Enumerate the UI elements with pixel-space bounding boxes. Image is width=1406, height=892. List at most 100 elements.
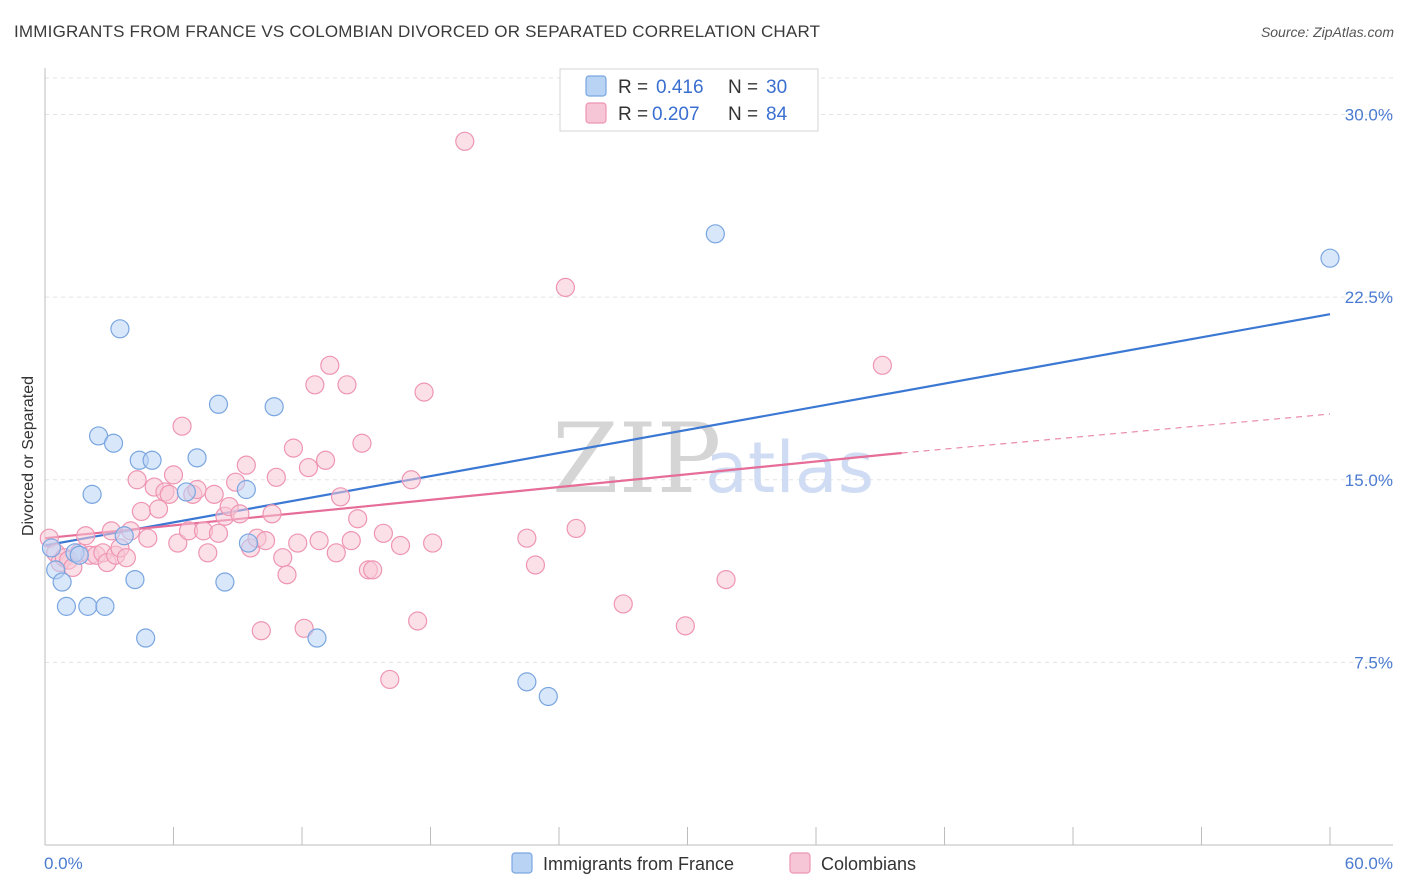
points-layer bbox=[39, 131, 1340, 707]
colombian-point bbox=[320, 355, 340, 375]
y-tick-label: 7.5% bbox=[1354, 653, 1393, 672]
france-point bbox=[78, 596, 98, 616]
colombian-point bbox=[148, 499, 169, 519]
colombian-point bbox=[330, 487, 351, 507]
colombian-point bbox=[716, 569, 736, 590]
france-point bbox=[103, 433, 124, 453]
france-point bbox=[52, 572, 72, 592]
colombian-point bbox=[517, 528, 537, 548]
france-point bbox=[114, 526, 134, 546]
colombian-point bbox=[251, 621, 271, 641]
stats-r-label-france: R = bbox=[618, 77, 648, 98]
france-point bbox=[705, 224, 725, 244]
colombian-point bbox=[127, 470, 147, 490]
france-point bbox=[264, 397, 284, 417]
colombian-point bbox=[168, 533, 188, 553]
france-point bbox=[110, 319, 130, 339]
colombian-point bbox=[525, 555, 546, 575]
stats-n-value-france: 30 bbox=[766, 77, 787, 98]
colombian-point bbox=[172, 416, 192, 436]
colombian-point bbox=[163, 465, 184, 485]
colombian-point bbox=[555, 277, 576, 298]
stats-swatch-france bbox=[585, 75, 607, 97]
colombian-point bbox=[414, 382, 434, 402]
stats-n-value-colombians: 84 bbox=[766, 104, 788, 125]
y-tick-label: 22.5% bbox=[1345, 288, 1393, 307]
bottom-legend: Immigrants from France Colombians bbox=[511, 852, 916, 874]
france-point bbox=[142, 450, 162, 470]
watermark: ZIP atlas bbox=[552, 403, 874, 515]
colombian-point bbox=[408, 611, 428, 631]
colombian-point bbox=[326, 543, 346, 563]
colombian-point bbox=[423, 533, 443, 553]
colombian-point bbox=[309, 531, 329, 551]
france-point bbox=[176, 482, 196, 502]
colombian-point bbox=[198, 543, 218, 563]
colombian-point bbox=[138, 528, 158, 548]
y-tick-label: 30.0% bbox=[1345, 106, 1393, 125]
colombian-point bbox=[262, 504, 282, 524]
source-label: Source: ZipAtlas.com bbox=[1260, 24, 1394, 40]
france-point bbox=[517, 672, 537, 692]
colombian-point bbox=[283, 438, 304, 458]
france-point bbox=[187, 448, 207, 468]
colombian-point bbox=[255, 531, 276, 551]
colombian-point bbox=[76, 526, 96, 546]
colombian-point bbox=[352, 433, 372, 453]
colombian-point bbox=[613, 594, 633, 614]
y-axis-label: Divorced or Separated bbox=[20, 376, 37, 536]
colombian-point bbox=[348, 509, 368, 529]
colombian-point bbox=[273, 548, 293, 568]
colombian-point bbox=[159, 484, 179, 504]
colombian-trend-extension bbox=[901, 413, 1331, 454]
colombian-point bbox=[230, 504, 250, 524]
france-point bbox=[69, 545, 89, 565]
stats-r-label-colombians: R = bbox=[618, 104, 648, 125]
colombian-point bbox=[204, 484, 224, 504]
colombian-point bbox=[373, 523, 393, 543]
france-point bbox=[208, 394, 229, 414]
colombian-point bbox=[305, 375, 325, 395]
colombian-point bbox=[208, 523, 229, 543]
stats-n-label-france: N = bbox=[728, 77, 758, 98]
colombian-point bbox=[566, 518, 586, 539]
colombian-point bbox=[380, 669, 400, 690]
colombian-point bbox=[675, 616, 695, 636]
france-point bbox=[1320, 248, 1340, 268]
axis-layer: 7.5% 15.0% 22.5% 30.0% 0.0% 60.0% bbox=[44, 68, 1393, 873]
stats-n-label-colombians: N = bbox=[728, 104, 758, 125]
france-point bbox=[236, 479, 256, 500]
x-tick-label: 0.0% bbox=[44, 854, 83, 873]
chart-title: IMMIGRANTS FROM FRANCE VS COLOMBIAN DIVO… bbox=[14, 22, 821, 41]
watermark-zip: ZIP bbox=[552, 403, 721, 515]
france-point bbox=[95, 596, 115, 616]
france-trend-line bbox=[44, 313, 1331, 547]
colombian-point bbox=[341, 531, 361, 551]
legend-label-france: Immigrants from France bbox=[543, 854, 734, 874]
colombian-point bbox=[315, 450, 336, 470]
y-tick-label: 15.0% bbox=[1345, 471, 1393, 490]
legend-label-colombians: Colombians bbox=[821, 854, 916, 874]
colombian-point bbox=[455, 131, 475, 151]
stats-r-value-colombians: 0.207 bbox=[652, 104, 700, 125]
stats-legend: R = 0.416 N = 30 R = 0.207 N = 84 bbox=[559, 68, 819, 132]
colombian-point bbox=[277, 565, 297, 585]
colombian-point bbox=[131, 501, 151, 522]
colombian-point bbox=[872, 355, 892, 375]
colombian-point bbox=[298, 457, 319, 478]
france-point bbox=[136, 628, 156, 648]
colombian-point bbox=[288, 533, 308, 553]
france-point bbox=[41, 538, 62, 558]
x-tick-label: 60.0% bbox=[1345, 854, 1393, 873]
stats-swatch-colombians bbox=[585, 102, 607, 124]
france-point bbox=[238, 533, 259, 553]
colombian-point bbox=[294, 618, 314, 638]
france-point bbox=[215, 572, 235, 592]
stats-r-value-france: 0.416 bbox=[656, 77, 704, 98]
colombian-point bbox=[266, 467, 286, 487]
colombian-point bbox=[337, 375, 357, 395]
france-point bbox=[538, 686, 558, 707]
france-point bbox=[307, 628, 327, 648]
legend-swatch-colombians bbox=[789, 852, 811, 874]
